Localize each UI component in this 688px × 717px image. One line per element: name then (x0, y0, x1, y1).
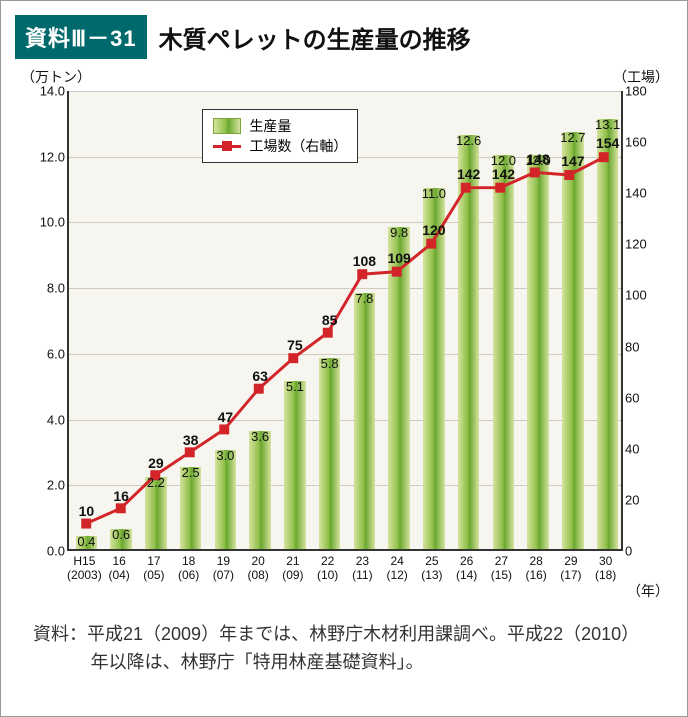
line-value-label: 10 (79, 503, 95, 519)
ytick-right: 140 (625, 186, 671, 201)
ytick-right: 40 (625, 441, 671, 456)
bar (354, 293, 376, 549)
ytick-right: 60 (625, 390, 671, 405)
legend-swatch-line (213, 139, 241, 153)
legend-label-line: 工場数（右軸） (249, 136, 347, 156)
bar (249, 431, 271, 549)
bar (562, 132, 584, 549)
line-value-label: 47 (218, 409, 234, 425)
line-value-label: 109 (387, 250, 410, 266)
bar-value-label: 5.8 (321, 356, 339, 371)
legend: 生産量 工場数（右軸） (202, 109, 358, 163)
ytick-right: 160 (625, 135, 671, 150)
bar-value-label: 7.8 (355, 291, 373, 306)
xtick: 20(08) (247, 555, 268, 583)
line-value-label: 16 (113, 488, 129, 504)
legend-label-bars: 生産量 (249, 116, 291, 136)
line-value-label: 29 (148, 455, 164, 471)
line-value-label: 120 (422, 222, 445, 238)
ytick-left: 8.0 (19, 281, 65, 296)
bar-value-label: 2.2 (147, 475, 165, 490)
xtick: 25(13) (421, 555, 442, 583)
xtick: 22(10) (317, 555, 338, 583)
line-value-label: 142 (492, 166, 515, 182)
title-badge: 資料Ⅲ－31 (15, 15, 147, 59)
line-value-label: 38 (183, 432, 199, 448)
bar-value-label: 3.0 (216, 448, 234, 463)
xtick: 16(04) (108, 555, 129, 583)
bar (527, 155, 549, 549)
ytick-right: 100 (625, 288, 671, 303)
ytick-left: 4.0 (19, 412, 65, 427)
xtick: 17(05) (143, 555, 164, 583)
xtick: H15(2003) (67, 555, 102, 583)
ytick-left: 2.0 (19, 478, 65, 493)
xtick: 28(16) (525, 555, 546, 583)
bar (319, 358, 341, 549)
ytick-left: 12.0 (19, 149, 65, 164)
bar-value-label: 12.6 (456, 133, 481, 148)
bar-value-label: 11.0 (422, 186, 446, 201)
ytick-right: 20 (625, 492, 671, 507)
bar (215, 450, 237, 549)
bar (284, 381, 306, 549)
ytick-left: 0.0 (19, 544, 65, 559)
line-value-label: 148 (526, 151, 549, 167)
title-row: 資料Ⅲ－31 木質ペレットの生産量の推移 (15, 15, 673, 59)
bar (493, 155, 515, 549)
bar (597, 119, 619, 549)
title-text: 木質ペレットの生産量の推移 (159, 20, 471, 55)
chart-area: （万トン） （工場） 0.40.62.22.53.03.65.15.87.89.… (15, 67, 675, 607)
bar-value-label: 0.6 (112, 527, 130, 542)
ytick-left: 6.0 (19, 346, 65, 361)
xtick: 19(07) (213, 555, 234, 583)
xtick: 30(18) (595, 555, 616, 583)
x-axis-label: （年） (627, 581, 669, 601)
bar (458, 135, 480, 549)
ytick-right: 180 (625, 84, 671, 99)
ytick-left: 14.0 (19, 84, 65, 99)
ytick-right: 80 (625, 339, 671, 354)
bar-value-label: 13.1 (595, 117, 620, 132)
xtick: 24(12) (386, 555, 407, 583)
line-value-label: 147 (561, 153, 584, 169)
xtick: 23(11) (352, 555, 372, 583)
bar-value-label: 0.4 (77, 534, 95, 549)
bar-value-label: 5.1 (286, 379, 304, 394)
xtick: 26(14) (456, 555, 477, 583)
ytick-left: 10.0 (19, 215, 65, 230)
xtick: 18(06) (178, 555, 199, 583)
bar-value-label: 2.5 (182, 465, 200, 480)
bar-value-label: 3.6 (251, 429, 269, 444)
line-value-label: 142 (457, 166, 480, 182)
xtick: 27(15) (491, 555, 512, 583)
xtick: 29(17) (560, 555, 581, 583)
bar (388, 227, 410, 549)
line-value-label: 75 (287, 337, 303, 353)
source-text: 資料：平成21（2009）年までは、林野庁木材利用課調べ。平成22（2010）年… (33, 621, 655, 677)
legend-swatch-bar (213, 118, 241, 134)
ytick-right: 120 (625, 237, 671, 252)
plot: 0.4 0.6 2.2 2.5 3.0 3.6 5.1 5.8 7.8 9.8 11.0 12.6 12… (67, 91, 623, 551)
ytick-right: 0 (625, 544, 671, 559)
bar-value-label: 12.7 (560, 130, 585, 145)
bar (423, 188, 445, 549)
line-value-label: 85 (322, 312, 338, 328)
line-value-label: 63 (252, 368, 268, 384)
bar-value-label: 9.8 (390, 225, 408, 240)
xtick: 21(09) (282, 555, 303, 583)
legend-row-line: 工場数（右軸） (213, 136, 347, 156)
figure-card: 資料Ⅲ－31 木質ペレットの生産量の推移 （万トン） （工場） 0.40.62.… (0, 0, 688, 717)
legend-row-bars: 生産量 (213, 116, 347, 136)
line-value-label: 154 (596, 135, 619, 151)
line-value-label: 108 (353, 253, 376, 269)
